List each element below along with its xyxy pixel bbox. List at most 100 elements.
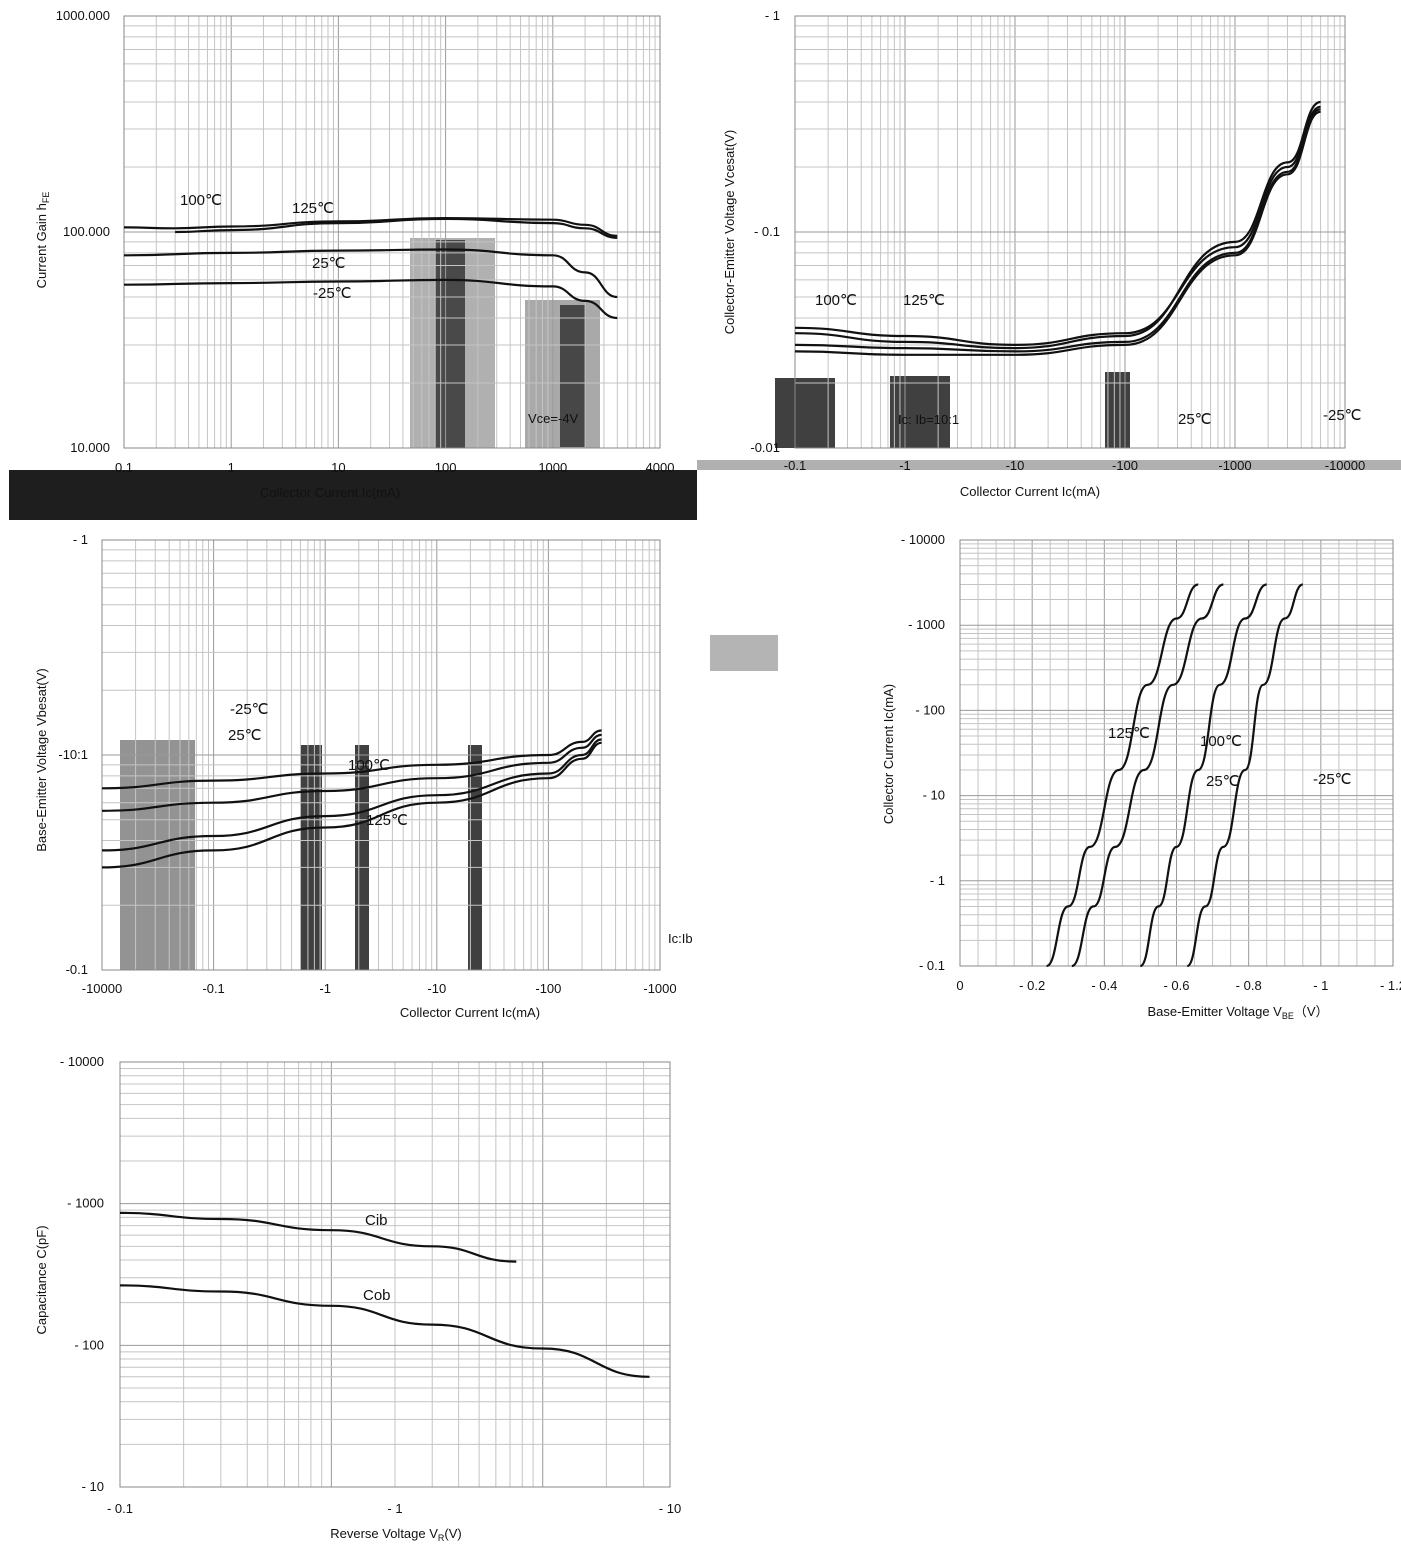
y-tick-label: - 10 <box>923 788 945 803</box>
y-tick-labels: - 10000 - 1000 - 100 - 10 - 1 - 0.1 <box>901 532 945 973</box>
y-tick-label: - 10 <box>82 1479 104 1494</box>
y-tick-labels: 1000.000 100.000 10.000 <box>56 8 110 455</box>
y-axis-label: Current Gain hFE <box>34 192 51 289</box>
x-axis-label-unit: (V) <box>444 1526 461 1541</box>
chart-vbesat-vs-ic: -10000 -0.1 -1 -10 -100 -1000 - 1 -10:1 -0.1 -25℃… <box>34 532 693 1020</box>
x-tick-label: -10000 <box>1325 458 1365 473</box>
series-line <box>794 110 1321 356</box>
chart-annotation: Ic:Ib <box>668 931 693 946</box>
series-group: Cib Cob <box>119 1211 650 1378</box>
series-label: 125℃ <box>292 200 334 217</box>
x-tick-label: 10 <box>331 460 345 475</box>
series-line <box>794 100 1321 350</box>
chart-vcesat-vs-ic: -0.1 -1 -10 -100 -1000 -10000 - 1 - 0.1 -0.01 100… <box>722 8 1365 499</box>
x-axis-label: Collector Current Ic(mA) <box>400 1005 540 1020</box>
x-tick-label: 1000 <box>538 460 567 475</box>
x-tick-labels: - 0.1 - 1 - 10 <box>107 1501 681 1516</box>
y-tick-label: - 1 <box>73 532 88 547</box>
series-label: Cob <box>363 1287 391 1304</box>
x-tick-label: 1 <box>228 460 235 475</box>
series-label: 125℃ <box>1108 725 1150 742</box>
x-axis-label-sub: R <box>438 1533 445 1543</box>
x-tick-label: - 1 <box>1313 978 1328 993</box>
x-tick-labels: 0 - 0.2 - 0.4 - 0.6 - 0.8 - 1 - 1.2 <box>956 978 1401 993</box>
x-axis-label: Collector Current Ic(mA) <box>960 484 1100 499</box>
plot-frame <box>794 15 1346 449</box>
y-tick-labels: - 10000 - 1000 - 100 - 10 <box>60 1054 104 1494</box>
y-axis-label: Capacitance C(pF) <box>34 1225 49 1334</box>
x-tick-label: - 0.8 <box>1236 978 1262 993</box>
y-axis-label: Collector-Emitter Voltage Vcesat(V) <box>722 130 737 334</box>
series-line <box>119 1211 517 1263</box>
series-label: -25℃ <box>1323 407 1362 424</box>
series-label: Cib <box>365 1212 388 1229</box>
series-label: -25℃ <box>230 701 269 718</box>
series-group: 100℃ 125℃ 25℃ -25℃ <box>123 192 618 320</box>
x-tick-labels: 0.1 1 10 100 1000 4000 <box>115 460 675 475</box>
series-label: 100℃ <box>180 192 222 209</box>
x-tick-label: -100 <box>535 981 561 996</box>
y-tick-label: - 100 <box>915 702 945 717</box>
series-line <box>101 733 602 812</box>
y-tick-label: -0.01 <box>750 440 780 455</box>
x-tick-label: 4000 <box>646 460 675 475</box>
series-label: 25℃ <box>1206 773 1240 790</box>
plot-frame <box>101 539 661 971</box>
y-tick-label: - 1 <box>765 8 780 23</box>
x-tick-label: -0.1 <box>202 981 224 996</box>
series-group: 125℃ 100℃ 25℃ -25℃ <box>1046 583 1352 968</box>
x-tick-label: - 10 <box>659 1501 681 1516</box>
plot-frame <box>959 539 1394 967</box>
x-tick-label: - 1 <box>387 1501 402 1516</box>
y-tick-label: 10.000 <box>70 440 110 455</box>
y-tick-labels: - 1 -10:1 -0.1 <box>58 532 88 977</box>
series-group: -25℃ 25℃ 100℃ 125℃ <box>101 701 602 869</box>
series-line <box>101 729 602 790</box>
x-tick-label: 0 <box>956 978 963 993</box>
x-tick-labels: -0.1 -1 -10 -100 -1000 -10000 <box>784 458 1365 473</box>
y-tick-label: 100.000 <box>63 224 110 239</box>
grid <box>101 539 661 971</box>
x-tick-label: -10 <box>427 981 446 996</box>
y-tick-label: - 0.1 <box>919 958 945 973</box>
series-line <box>123 278 618 320</box>
y-tick-label: -0.1 <box>66 962 88 977</box>
series-label: 100℃ <box>1200 733 1242 750</box>
x-tick-labels: -10000 -0.1 -1 -10 -100 -1000 <box>82 981 677 996</box>
y-axis-label: Base-Emitter Voltage Vbesat(V) <box>34 668 49 852</box>
series-line <box>101 741 602 869</box>
series-label: 125℃ <box>903 292 945 309</box>
grid <box>794 15 1346 449</box>
x-tick-label: -10000 <box>82 981 122 996</box>
series-line <box>1186 583 1304 968</box>
series-line <box>101 738 602 852</box>
x-tick-label: - 0.1 <box>107 1501 133 1516</box>
chart-hfe-vs-ic: 0.1 1 10 100 1000 40001000.000100.00010.00010… <box>34 8 674 500</box>
x-axis-label: Base-Emitter Voltage VBE（V） <box>1147 1004 1328 1021</box>
x-axis-label-unit: （V） <box>1294 1004 1329 1019</box>
series-line <box>175 217 618 239</box>
plot-frame <box>119 1061 671 1488</box>
grid <box>119 1061 671 1488</box>
series-label: 100℃ <box>815 292 857 309</box>
x-tick-label: -1 <box>899 458 911 473</box>
series-label: 100℃ <box>348 757 390 774</box>
series-label: -25℃ <box>313 285 352 302</box>
x-tick-label: -0.1 <box>784 458 806 473</box>
x-tick-label: -1000 <box>1218 458 1251 473</box>
y-axis-label-sub: FE <box>41 192 51 204</box>
series-line <box>1046 583 1199 968</box>
y-tick-label: 1000.000 <box>56 8 110 23</box>
plot-frame <box>123 15 661 449</box>
series-label: 25℃ <box>312 255 346 272</box>
series-line <box>123 216 618 237</box>
x-tick-label: -100 <box>1112 458 1138 473</box>
y-tick-label: - 1000 <box>908 617 945 632</box>
x-tick-label: -1000 <box>643 981 676 996</box>
y-tick-label: - 0.1 <box>754 224 780 239</box>
chart-annotation: Vce=-4V <box>528 411 579 426</box>
series-line <box>1071 583 1224 968</box>
y-tick-label: - 100 <box>74 1337 104 1352</box>
x-tick-label: 0.1 <box>115 460 133 475</box>
